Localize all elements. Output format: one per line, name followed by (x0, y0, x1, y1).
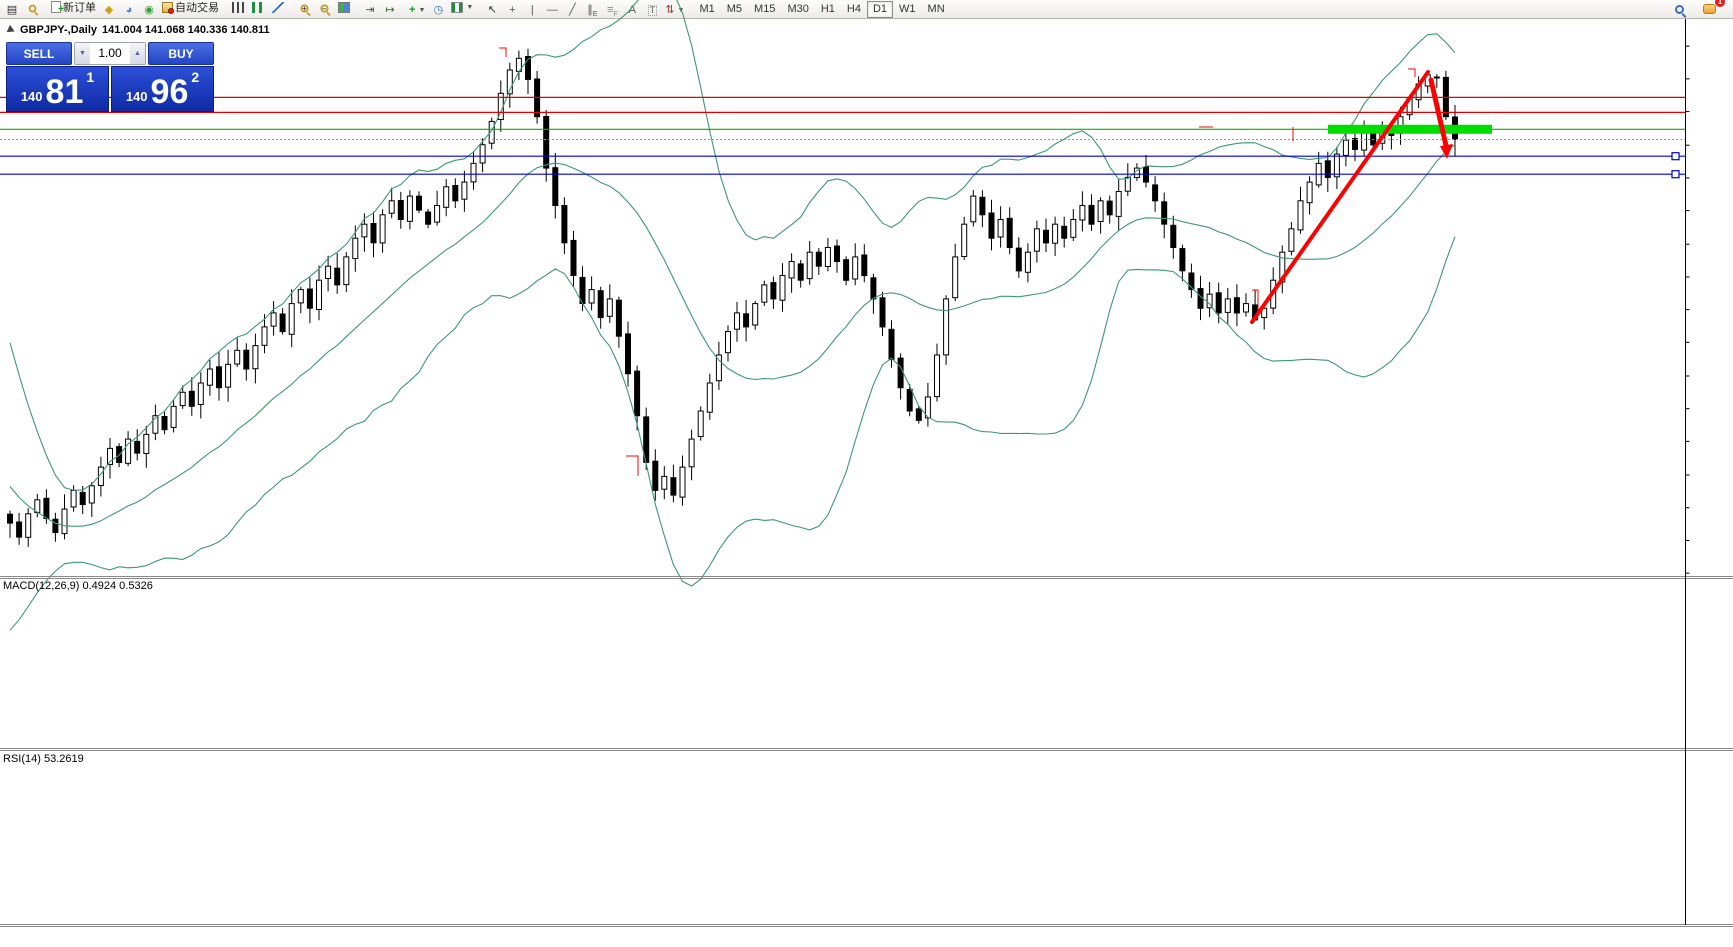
sell-button[interactable]: SELL (6, 42, 72, 65)
sell-price-prefix: 140 (20, 89, 43, 104)
crosshair-button[interactable]: + (509, 3, 516, 16)
vertical-line-button[interactable]: | (530, 3, 534, 16)
timeframe-m5[interactable]: M5 (726, 3, 743, 15)
notifications-button[interactable]: 1 (1699, 0, 1725, 18)
metaeditor-button[interactable]: ◆ (104, 3, 114, 16)
trendline-button[interactable]: ╱ (569, 3, 576, 16)
sell-price-sup: 1 (86, 69, 95, 85)
tile-windows-button[interactable] (334, 0, 354, 16)
fibonacci-button[interactable]: ≡F (606, 3, 618, 18)
notification-badge: 1 (1715, 0, 1725, 7)
line-chart-button[interactable] (268, 0, 288, 16)
timeframe-h1[interactable]: H1 (820, 3, 835, 15)
text-button[interactable]: A (628, 3, 636, 16)
volume-stepper: ▼ 1.00 ▲ (74, 42, 146, 65)
search-button[interactable] (1669, 1, 1689, 18)
horizontal-line-button[interactable]: — (546, 3, 558, 16)
macd-label: MACD(12,26,9) 0.4924 0.5326 (3, 580, 153, 592)
timeframe-m30[interactable]: M30 (787, 3, 809, 15)
timeframe-m1[interactable]: M1 (699, 3, 715, 15)
volume-input[interactable]: 1.00 (98, 46, 122, 60)
symbol-period-label: GBPJPY-,Daily (20, 24, 98, 36)
ohlc-values: 141.004 141.068 140.336 140.811 (102, 24, 270, 36)
chart-shift-button[interactable]: ↦ (385, 3, 395, 16)
equidistant-channel-button[interactable]: ∥E (587, 3, 598, 18)
indicators-button[interactable]: + ▼ (409, 3, 426, 16)
chart-title: GBPJPY-,Daily 141.004 141.068 140.336 14… (6, 24, 270, 36)
timeframe-mn[interactable]: MN (927, 3, 945, 15)
timeframe-d1[interactable]: D1 (866, 0, 894, 18)
cursor-button[interactable]: ↖ (487, 3, 497, 16)
new-chart-button[interactable]: ▤ (6, 3, 18, 16)
one-click-trading-panel: SELL ▼ 1.00 ▲ BUY 140 81 1 140 96 2 (6, 42, 214, 112)
candlestick-chart-button[interactable] (248, 0, 268, 16)
rsi-label: RSI(14) 53.2619 (3, 753, 84, 765)
search-icon (1674, 4, 1684, 14)
auto-scroll-button[interactable]: ⇥ (365, 3, 375, 16)
chart-symbol-icon (6, 24, 17, 36)
buy-price-prefix: 140 (125, 89, 148, 104)
buy-price-sup: 2 (191, 69, 200, 85)
volume-decrease-button[interactable]: ▼ (75, 43, 90, 64)
timeframe-bar: M1 M5 M15 M30 H1 H4 D1 W1 MN (693, 0, 950, 18)
volume-increase-button[interactable]: ▲ (130, 43, 145, 64)
profiles-button[interactable] (22, 0, 42, 17)
text-label-button[interactable]: T (647, 4, 658, 16)
chat-bubble-icon (1702, 4, 1716, 14)
sell-price-big: 81 (45, 73, 84, 112)
toolbar: ▤ + 新订单 ◆ ◕ ◉ 自动交易 + – ⇥ ↦ + ▼ ◷ ▼ ↖ + | — ╱ ∥E ≡F A T ⇅ ▼ M1 M5 M1… (0, 0, 1733, 19)
strategy-tester-button[interactable]: ◕ (125, 3, 133, 16)
bar-chart-button[interactable] (228, 0, 248, 16)
timeframe-w1[interactable]: W1 (899, 3, 916, 15)
toolbar-right: 1 (1669, 0, 1733, 18)
zoom-out-button[interactable]: – (314, 0, 334, 17)
timeframe-h4[interactable]: H4 (846, 3, 861, 15)
new-order-button[interactable]: + 新订单 (48, 0, 99, 15)
timeframe-m15[interactable]: M15 (754, 3, 776, 15)
sell-price-display[interactable]: 140 81 1 (6, 66, 109, 112)
buy-price-big: 96 (150, 73, 189, 112)
autotrading-button[interactable]: 自动交易 (159, 0, 222, 16)
templates-button[interactable]: ▼ (448, 0, 476, 16)
buy-price-display[interactable]: 140 96 2 (111, 66, 214, 112)
periods-button[interactable]: ◷ (433, 3, 444, 16)
zoom-in-button[interactable]: + (294, 0, 314, 17)
buy-button[interactable]: BUY (148, 42, 214, 65)
signals-button[interactable]: ◉ (144, 3, 154, 16)
